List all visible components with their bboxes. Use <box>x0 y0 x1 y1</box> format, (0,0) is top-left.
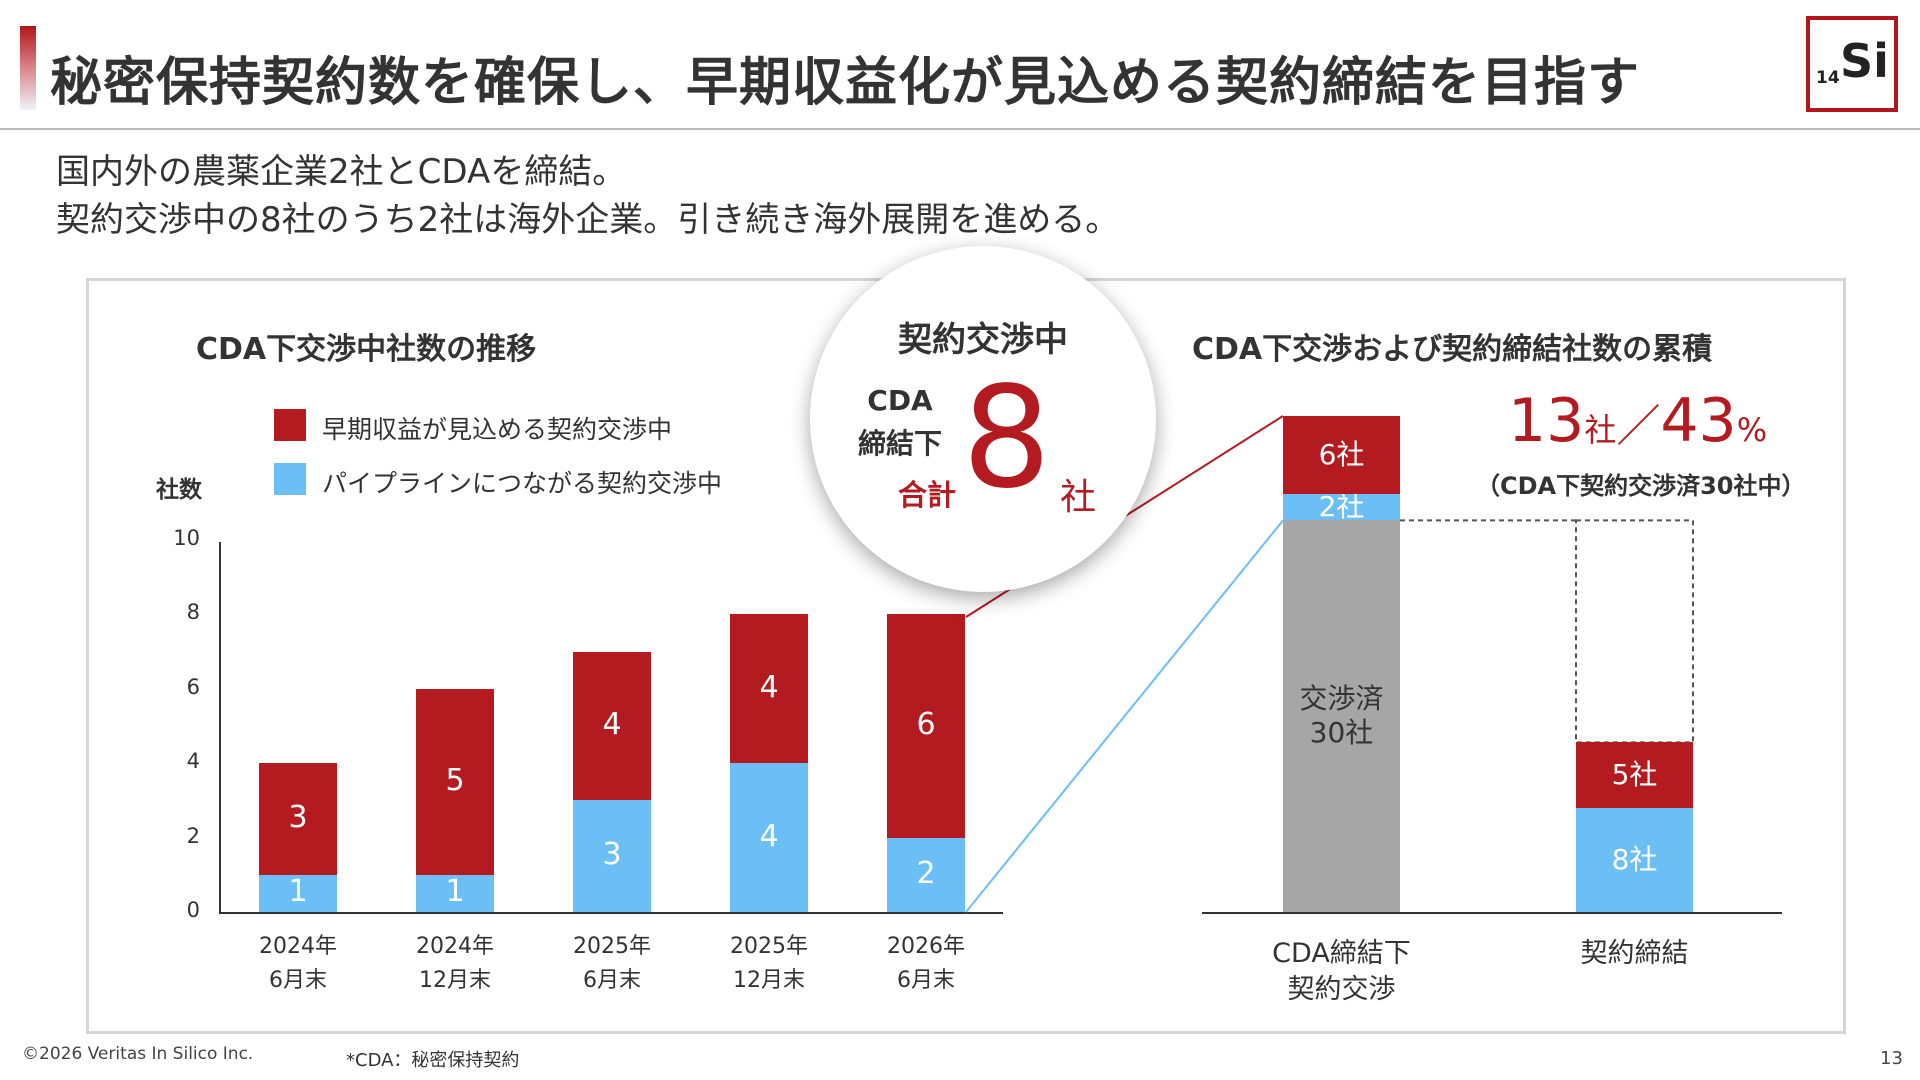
bubble-cda-sub-label: 締結下 <box>857 427 942 460</box>
cumulative-bar-label: 8社 <box>1576 843 1693 877</box>
cumulative-bar-segment <box>1576 807 1693 912</box>
bar-segment-pipeline <box>730 763 808 912</box>
x-tick-label-line: 12月末 <box>733 968 805 993</box>
cumulative-bar-label-line: 交渉済 <box>1299 682 1384 716</box>
bar-segment-pipeline <box>887 837 965 912</box>
y-tick-label: 2 <box>186 823 200 848</box>
legend-label-pipeline: パイプラインにつながる契約交渉中 <box>322 469 723 498</box>
negotiation-total-bubble <box>810 246 1156 592</box>
connector-line-blue <box>965 519 1284 913</box>
x-tick-label: 2024年 6月末 <box>228 930 368 998</box>
x-tick-label-line: 6月末 <box>897 968 955 993</box>
right-x-tick-label: 契約締結 <box>1526 936 1743 972</box>
right-x-axis-line <box>1202 912 1782 914</box>
x-tick-label-line: 12月末 <box>419 968 491 993</box>
bar-value-label: 4 <box>602 707 622 742</box>
bar-segment-pipeline <box>259 874 337 912</box>
x-tick-label: 2025年 6月末 <box>542 930 682 998</box>
left-chart-title: CDA下交渉中社数の推移 <box>196 332 537 367</box>
right-x-tick-label-line: CDA締結下 <box>1272 938 1411 969</box>
y-axis-label: 社数 <box>156 477 202 503</box>
page-title: 秘密保持契約数を確保し、早期収益化が見込める契約締結を目指す <box>50 53 1641 113</box>
bar-segment-early-revenue <box>259 763 337 875</box>
cumulative-bar-segment <box>1576 742 1693 808</box>
y-tick-label: 4 <box>186 749 200 774</box>
logo-symbol: Si <box>1840 34 1889 88</box>
summary-separator: ／ <box>1616 401 1661 452</box>
summary-note: （CDA下契約交渉済30社中） <box>1476 472 1806 500</box>
cumulative-bar-label-line: 8社 <box>1611 842 1658 876</box>
cumulative-bar-label: 6社 <box>1283 438 1400 472</box>
x-tick-label-line: 6月末 <box>269 968 327 993</box>
bar-segment-early-revenue <box>887 614 965 838</box>
page-number: 13 <box>1880 1048 1903 1069</box>
cumulative-bar-segment <box>1283 416 1400 495</box>
cumulative-bar-label-line: 2社 <box>1318 490 1365 524</box>
bar-segment-pipeline <box>573 800 651 912</box>
bar-segment-early-revenue <box>573 651 651 801</box>
bar-segment-early-revenue <box>416 688 494 875</box>
right-x-tick-label: CDA締結下 契約交渉 <box>1233 936 1450 1008</box>
x-tick-label-line: 2025年 <box>730 934 808 959</box>
footer-note: *CDA：秘密保持契約 <box>346 1050 520 1071</box>
bar-segment-pipeline <box>416 874 494 912</box>
summary-percent: 43 <box>1660 386 1737 456</box>
company-logo: 14 Si <box>1806 16 1898 112</box>
y-tick-label: 8 <box>186 600 200 625</box>
cumulative-bar-label-line: 30社 <box>1309 716 1374 750</box>
bubble-unit: 社 <box>1060 477 1097 518</box>
x-tick-label-line: 2026年 <box>887 934 965 959</box>
right-chart-title: CDA下交渉および契約締結社数の累積 <box>1192 332 1713 367</box>
footer-copyright: ©2026 Veritas In Silico Inc. <box>22 1044 254 1064</box>
x-tick-label: 2025年 12月末 <box>699 930 839 998</box>
cumulative-bar-label: 5社 <box>1576 758 1693 792</box>
y-tick-label: 10 <box>173 526 200 550</box>
bubble-total-label: 合計 <box>898 478 957 512</box>
bar-value-label: 1 <box>288 874 308 910</box>
summary-companies-unit: 社 <box>1584 411 1617 449</box>
bar-value-label: 4 <box>759 818 779 854</box>
cumulative-bar-label-line: 6社 <box>1318 438 1365 472</box>
x-tick-label-line: 2024年 <box>259 934 337 959</box>
bar-value-label: 6 <box>916 707 936 742</box>
bar-value-label: 1 <box>445 874 465 910</box>
cumulative-bar-segment <box>1283 494 1400 521</box>
legend-swatch-early-revenue <box>274 409 306 441</box>
title-divider <box>0 128 1920 130</box>
bar-value-label: 2 <box>916 855 936 891</box>
cumulative-bar-label-line: 5社 <box>1611 757 1658 791</box>
x-axis-line <box>219 912 1003 914</box>
bubble-cda-label: CDA <box>867 384 933 417</box>
x-tick-label: 2024年 12月末 <box>385 930 525 998</box>
bar-segment-early-revenue <box>730 614 808 764</box>
x-tick-label-line: 2024年 <box>416 934 494 959</box>
right-x-tick-label-line: 契約締結 <box>1580 938 1689 969</box>
title-accent-bar <box>20 26 36 110</box>
right-x-tick-label-line: 契約交渉 <box>1287 974 1396 1005</box>
summary-percent-unit: % <box>1736 411 1768 449</box>
legend-swatch-pipeline <box>274 463 306 495</box>
summary-figure: 13社／43% <box>1508 386 1767 456</box>
cumulative-bar-segment <box>1283 520 1400 912</box>
bubble-total-value: 8 <box>962 357 1052 520</box>
lead-text-line-1: 国内外の農薬企業2社とCDAを締結。 <box>56 152 627 192</box>
logo-atomic-number: 14 <box>1816 68 1840 88</box>
y-tick-label: 6 <box>186 674 200 699</box>
x-tick-label-line: 2025年 <box>573 934 651 959</box>
summary-companies: 13 <box>1508 386 1585 456</box>
cumulative-bar-label: 2社 <box>1283 490 1400 524</box>
x-tick-label: 2026年 6月末 <box>856 930 996 998</box>
dashed-target-outline <box>1575 519 1694 744</box>
bubble-heading: 契約交渉中 <box>898 320 1068 360</box>
bar-value-label: 5 <box>445 762 465 798</box>
x-tick-label-line: 6月末 <box>583 968 641 993</box>
lead-text-line-2: 契約交渉中の8社のうち2社は海外企業。引き続き海外展開を進める。 <box>56 200 1120 240</box>
y-axis-line <box>219 542 221 914</box>
cumulative-bar-label: 交渉済 30社 <box>1283 682 1400 750</box>
bar-value-label: 3 <box>602 837 622 873</box>
bar-value-label: 4 <box>759 669 779 705</box>
bar-value-label: 3 <box>288 800 308 835</box>
legend-label-early-revenue: 早期収益が見込める契約交渉中 <box>322 415 673 444</box>
y-tick-label: 0 <box>186 898 200 922</box>
